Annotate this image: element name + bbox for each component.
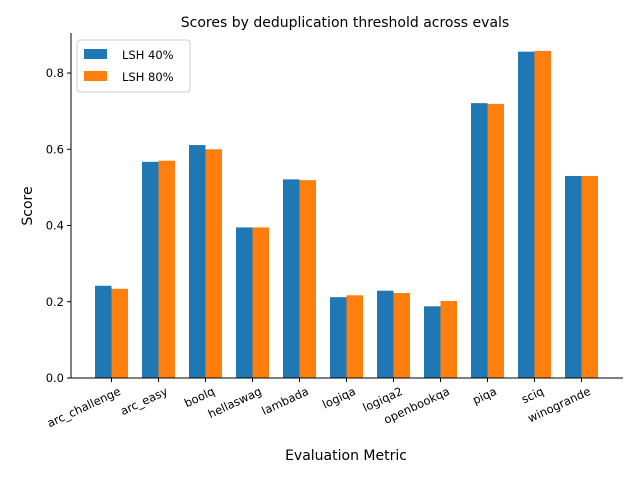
y-tick-label: 0.2 — [46, 295, 64, 309]
bar-piqa-series-2 — [487, 103, 504, 379]
y-tick-label: 0.4 — [46, 219, 64, 233]
legend-label-lsh-40: LSH 40% — [122, 48, 174, 62]
bar-lambada-series-2 — [299, 180, 316, 378]
y-tick-label: 0.6 — [46, 142, 64, 156]
y-axis-ticks: 0.0 0.2 0.4 0.6 0.8 — [46, 66, 71, 385]
x-tick-label-arc-easy: arc_easy — [118, 384, 170, 418]
legend: LSH 40% LSH 80% — [76, 39, 191, 93]
bar-logiqa-series-1 — [330, 297, 347, 378]
bar-lambada-series-1 — [283, 179, 300, 378]
chart-title: Scores by deduplication threshold across… — [181, 15, 509, 31]
y-axis-label: Score — [20, 186, 36, 225]
x-tick-label-hellaswag: hellaswag — [206, 384, 264, 421]
x-tick-label-logiqa: logiqa — [320, 384, 358, 412]
bar-winogrande-series-2 — [581, 175, 598, 378]
legend-swatch-lsh-40 — [84, 49, 107, 59]
bar-logiqa2-series-2 — [393, 292, 410, 378]
bar-winogrande-series-1 — [565, 175, 582, 378]
y-tick-label: 0.8 — [46, 66, 64, 80]
bar-logiqa2-series-1 — [377, 290, 394, 378]
x-tick-label-piqa: piqa — [470, 384, 498, 407]
legend-label-lsh-80: LSH 80% — [122, 70, 174, 84]
x-axis-label: Evaluation Metric — [285, 448, 407, 464]
bar-logiqa-series-2 — [346, 295, 363, 378]
legend-swatch-lsh-80 — [84, 71, 107, 81]
plot-area — [95, 50, 598, 379]
x-tick-label-lambada: lambada — [259, 384, 310, 418]
bar-arc-easy-series-1 — [142, 161, 159, 378]
bar-sciq-series-2 — [534, 50, 551, 379]
x-tick-label-sciq: sciq — [519, 384, 546, 406]
bar-openbookqa-series-2 — [440, 300, 457, 378]
bar-hellaswag-series-1 — [236, 227, 253, 378]
bar-sciq-series-1 — [518, 51, 535, 378]
bar-boolq-series-1 — [189, 145, 206, 378]
bar-hellaswag-series-2 — [252, 227, 269, 378]
bar-arc-challenge-series-1 — [95, 285, 112, 378]
bar-arc-challenge-series-2 — [111, 288, 128, 378]
x-tick-label-arc-challenge: arc_challenge — [45, 384, 123, 430]
bar-arc-easy-series-2 — [158, 160, 175, 378]
bar-openbookqa-series-1 — [424, 306, 441, 378]
bar-piqa-series-1 — [471, 103, 488, 378]
bar-boolq-series-2 — [205, 149, 222, 378]
y-tick-label: 0.0 — [46, 371, 64, 385]
